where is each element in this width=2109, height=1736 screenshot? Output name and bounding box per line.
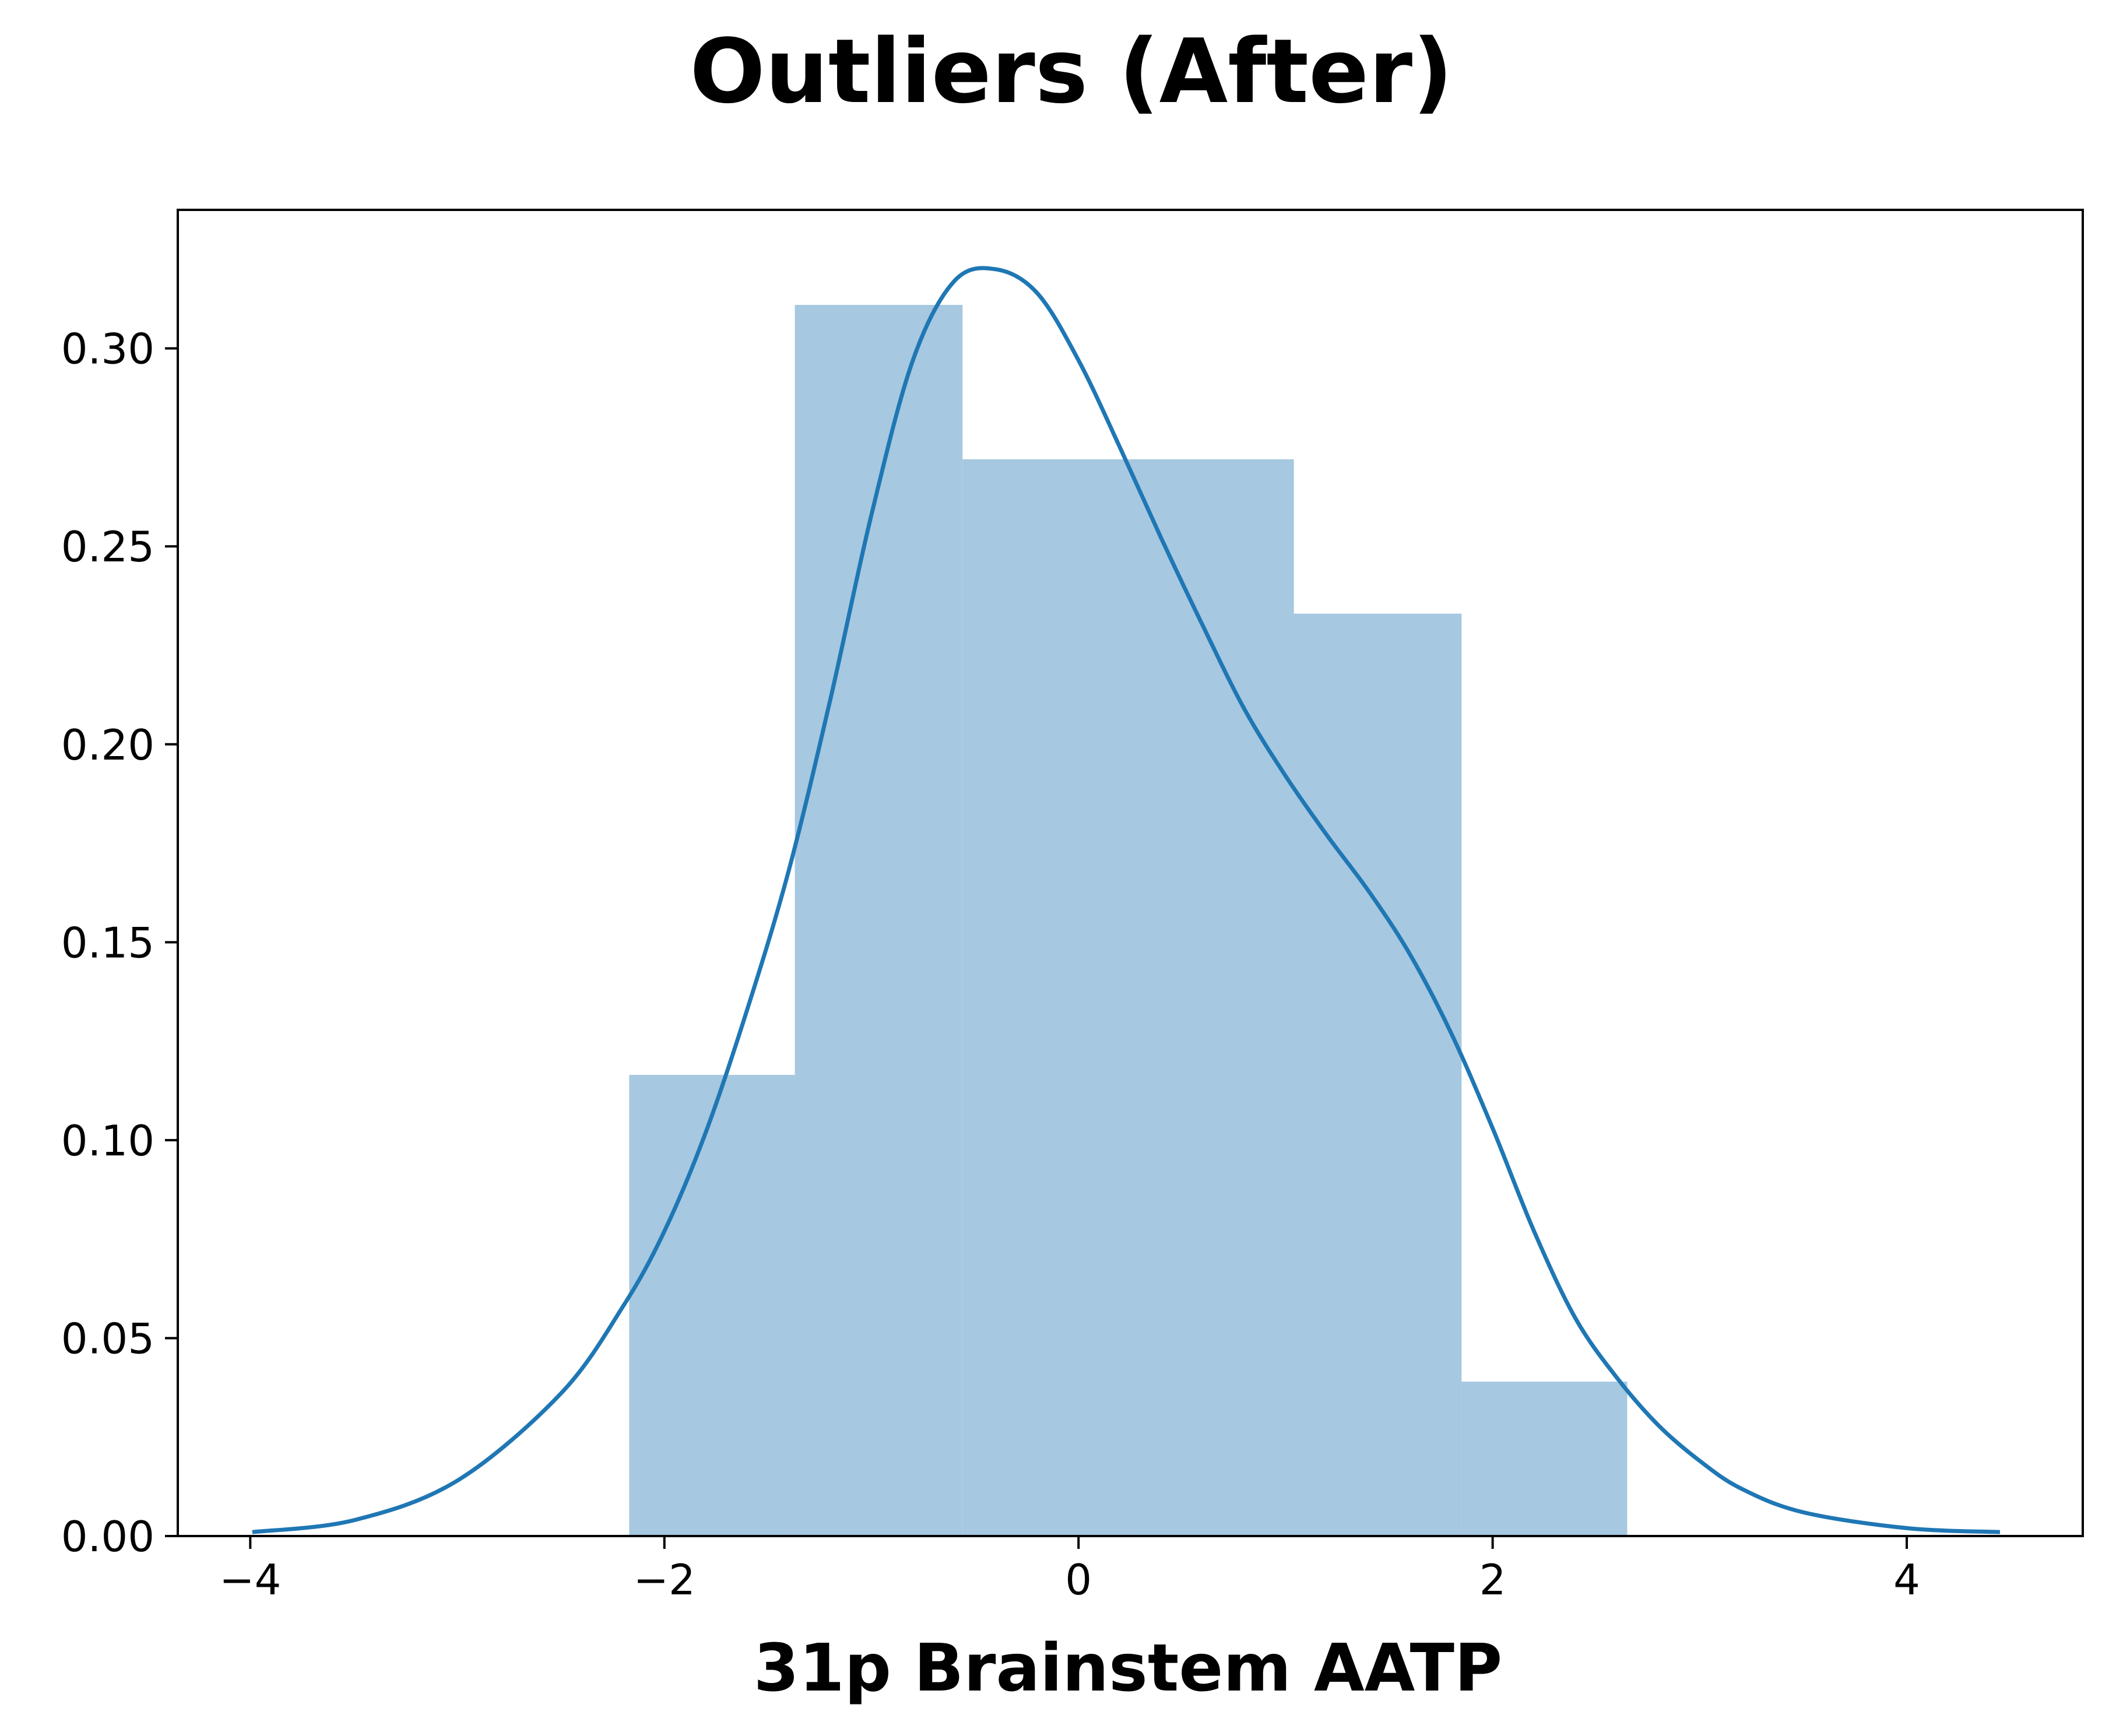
x-axis-label: 31p Brainstem AATP xyxy=(754,1630,1502,1706)
kde-layer xyxy=(252,266,2001,1534)
y-tick-label: 0.20 xyxy=(61,721,154,769)
x-tick-label: −2 xyxy=(634,1555,695,1604)
y-tick-label: 0.25 xyxy=(61,522,154,571)
histogram-bar-4 xyxy=(1293,613,1462,1536)
histogram-bar-0 xyxy=(629,1074,795,1536)
y-tick-label: 0.05 xyxy=(61,1314,154,1363)
histogram-bar-2 xyxy=(962,459,1129,1536)
x-tick-label: 0 xyxy=(1065,1555,1092,1604)
x-tick-label: 2 xyxy=(1479,1555,1506,1604)
x-tick-label: 4 xyxy=(1893,1555,1920,1604)
y-axis: 0.00 0.05 0.10 0.15 0.20 0.25 0.30 xyxy=(61,325,178,1561)
y-tick-label: 0.15 xyxy=(61,918,154,967)
y-tick-label: 0.10 xyxy=(61,1116,154,1165)
x-tick-label: −4 xyxy=(219,1555,281,1604)
y-tick-label: 0.00 xyxy=(61,1512,154,1561)
y-tick-label: 0.30 xyxy=(61,325,154,374)
kde-line xyxy=(252,266,2001,1534)
histogram-bar-3 xyxy=(1128,459,1294,1536)
x-axis: −4 −2 0 2 4 xyxy=(219,1536,1920,1604)
histogram-bar-1 xyxy=(795,304,963,1536)
histogram-bar-5 xyxy=(1461,1382,1628,1536)
chart-title: Outliers (After) xyxy=(690,20,1453,123)
plot-frame xyxy=(177,209,2084,1537)
histogram-bars xyxy=(629,304,1628,1536)
